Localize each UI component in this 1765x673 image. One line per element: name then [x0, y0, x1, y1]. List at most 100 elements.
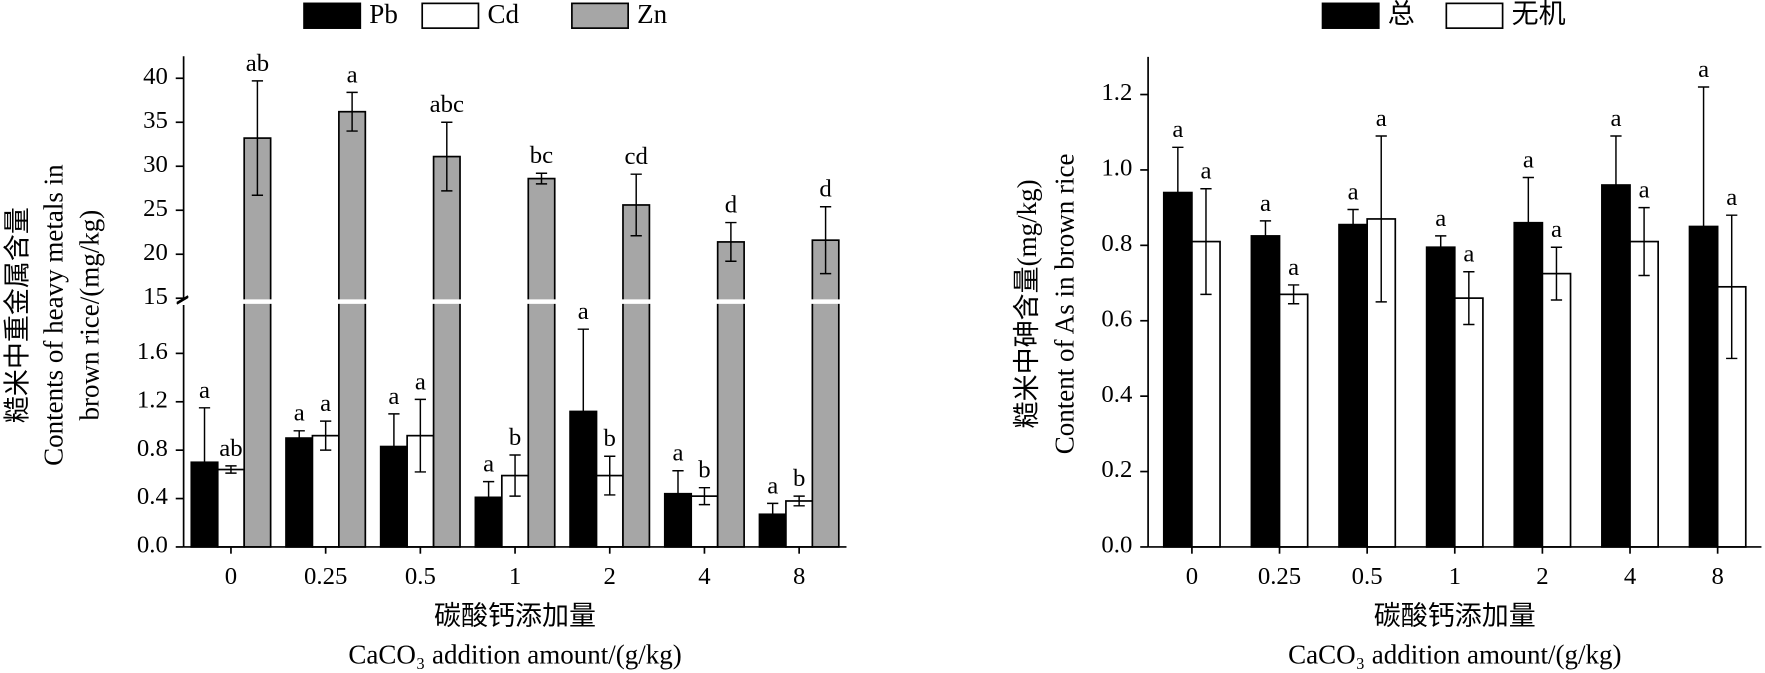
bar [1162, 191, 1193, 548]
y-tick-label: 25 [143, 195, 168, 222]
significance-label: b [509, 424, 521, 451]
error-bar [698, 486, 711, 506]
legend-swatch [1321, 2, 1380, 29]
legend-label: Cd [487, 0, 519, 29]
legend-swatch [303, 2, 362, 29]
error-bar [414, 398, 426, 473]
x-axis-label: 碳酸钙添加量 [434, 601, 596, 631]
significance-label: a [415, 368, 426, 395]
error-bar [1287, 284, 1300, 305]
y-tick-label: 30 [143, 151, 168, 178]
significance-label: a [347, 61, 358, 88]
error-bar [535, 172, 548, 185]
significance-label: cd [625, 143, 649, 170]
x-tick-label: 1 [509, 563, 521, 590]
error-bar [1435, 235, 1447, 260]
significance-label: a [1376, 105, 1387, 132]
y-tick-label: 1.6 [137, 338, 168, 365]
bar [1453, 297, 1484, 548]
y-tick-label: 0.0 [137, 532, 168, 559]
error-bar [1200, 188, 1212, 296]
x-tick-label: 0.5 [1352, 563, 1383, 590]
bar [1338, 223, 1368, 548]
y-axis-label: brown rice/(mg/kg) [75, 210, 105, 421]
bar [1278, 293, 1309, 548]
significance-label: abc [430, 91, 464, 118]
significance-label: a [1463, 241, 1474, 268]
significance-label: a [1523, 146, 1534, 173]
error-bar [251, 80, 264, 197]
bar [716, 241, 745, 548]
error-bar [1697, 86, 1710, 367]
legend-label: Pb [369, 0, 398, 29]
error-bar [793, 495, 805, 507]
error-bar [1172, 146, 1184, 239]
significance-label: a [1698, 56, 1709, 83]
bar [622, 204, 651, 548]
y-tick-label: 0.6 [1101, 305, 1132, 332]
y-tick-label: 0.8 [137, 435, 168, 462]
bar [1513, 221, 1544, 548]
significance-label: a [578, 298, 589, 325]
bar [338, 110, 367, 548]
axis-break [182, 299, 848, 304]
error-bar [577, 328, 589, 495]
significance-label: a [388, 383, 399, 410]
error-bar [482, 480, 495, 514]
significance-label: a [199, 377, 210, 404]
bar [432, 155, 461, 548]
legend-label: 无机 [1512, 0, 1566, 29]
error-bar [198, 407, 211, 518]
x-tick-label: 8 [1711, 563, 1723, 590]
error-bar [225, 465, 237, 474]
y-tick-label: 0.8 [1101, 230, 1132, 257]
error-bar [630, 173, 642, 237]
error-bar [1550, 246, 1563, 301]
significance-label: ab [219, 435, 242, 462]
x-tick-label: 1 [1449, 563, 1461, 590]
error-bar [1375, 135, 1387, 303]
significance-label: a [1172, 116, 1183, 143]
error-bar [1610, 135, 1622, 235]
error-bar [388, 413, 400, 480]
x-axis-label: 碳酸钙添加量 [1374, 601, 1536, 631]
error-bar [725, 221, 737, 263]
significance-label: a [1288, 254, 1299, 281]
significance-label: b [793, 465, 805, 492]
error-bar [604, 455, 616, 496]
x-tick-label: 4 [1624, 563, 1636, 590]
significance-label: a [1551, 216, 1562, 243]
error-bar [767, 502, 779, 526]
significance-label: a [483, 451, 494, 478]
y-tick-label: 20 [143, 239, 168, 266]
x-tick-label: 8 [793, 563, 805, 590]
y-tick-label: 0.0 [1101, 532, 1132, 559]
legend-label: 总 [1388, 0, 1415, 29]
axis-break-mark [176, 295, 189, 305]
error-bar [1259, 220, 1272, 252]
y-tick-label: 1.0 [1101, 155, 1132, 182]
bar [243, 137, 272, 548]
y-tick-label: 1.2 [137, 386, 168, 413]
legend-label: Zn [637, 0, 667, 29]
x-tick-label: 0 [1186, 563, 1198, 590]
y-tick-label: 0.4 [1101, 381, 1132, 408]
x-tick-label: 0 [225, 563, 237, 590]
error-bar [1463, 271, 1475, 326]
bar [285, 437, 314, 548]
error-bar [441, 121, 453, 192]
y-tick-label: 0.2 [1101, 456, 1132, 483]
significance-label: bc [530, 142, 553, 169]
error-bar [819, 205, 832, 275]
error-bar [509, 454, 521, 497]
error-bar [1726, 214, 1738, 360]
x-tick-label: 0.25 [1258, 563, 1301, 590]
y-tick-label: 0.4 [137, 483, 168, 510]
significance-label: d [725, 191, 738, 218]
error-bar [346, 91, 358, 132]
error-bar [293, 430, 305, 447]
significance-label: a [1726, 184, 1737, 211]
significance-label: a [1610, 105, 1621, 132]
error-bar [320, 420, 332, 451]
